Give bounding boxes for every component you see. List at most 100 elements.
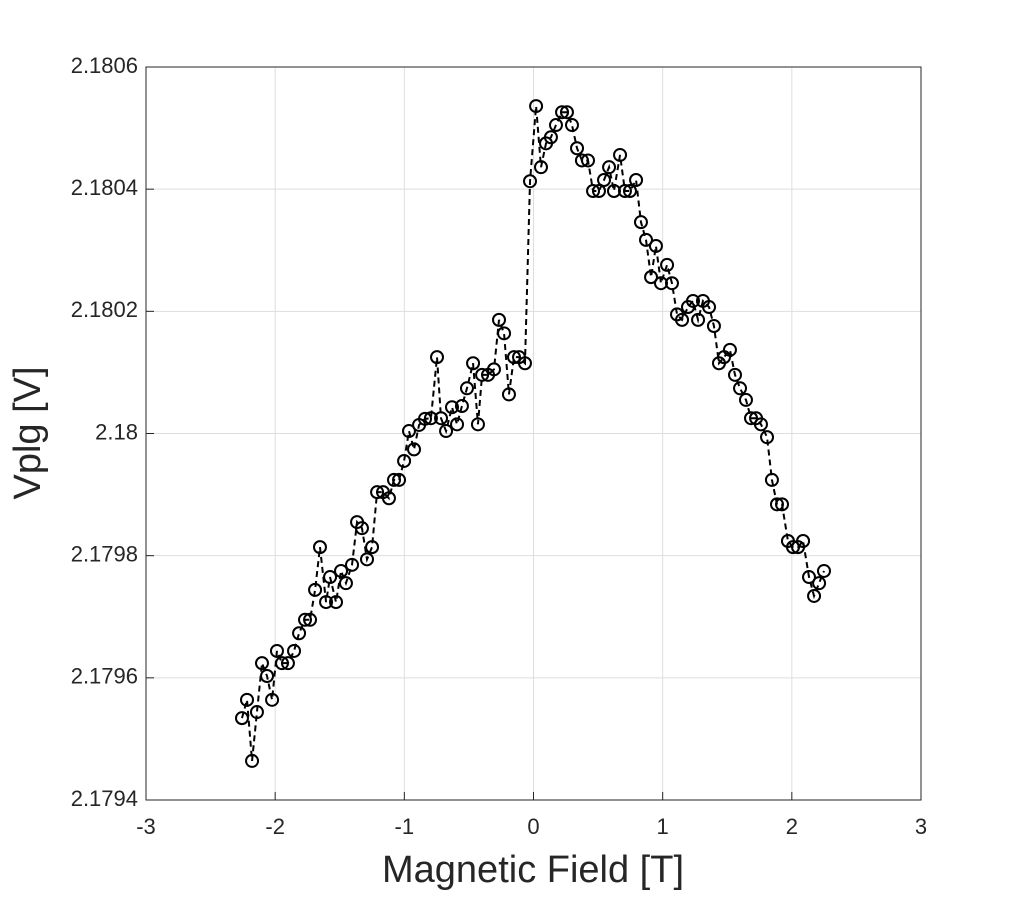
data-point [312, 540, 327, 555]
data-point [245, 753, 260, 768]
data-point [613, 147, 628, 162]
data-point [392, 472, 407, 487]
data-point [738, 392, 753, 407]
data-point [381, 491, 396, 506]
data-point [265, 692, 280, 707]
data-point [570, 141, 585, 156]
data-point [387, 472, 401, 487]
data-point [360, 552, 375, 567]
data-point [559, 105, 574, 120]
data-point [728, 367, 742, 382]
data-point [622, 183, 637, 198]
data-point [597, 173, 612, 188]
data-point [785, 540, 800, 555]
data-point [260, 669, 275, 684]
data-point [292, 626, 307, 641]
data-point [401, 424, 416, 439]
data-point [812, 576, 827, 591]
data-point [319, 595, 334, 610]
data-point [466, 356, 481, 371]
data-point [775, 497, 790, 512]
x-tick-label: 0 [527, 814, 539, 839]
data-point [280, 656, 295, 671]
data-line [241, 106, 825, 762]
data-point [450, 417, 465, 432]
data-point [454, 399, 469, 414]
data-point [686, 293, 701, 308]
data-point [586, 183, 601, 198]
data-point [548, 118, 563, 133]
data-point [323, 570, 338, 585]
data-point [660, 257, 675, 272]
data-point [308, 582, 323, 597]
data-point [254, 656, 269, 671]
data-point [733, 381, 748, 396]
data-point [523, 174, 538, 189]
data-point [807, 588, 822, 603]
data-point [334, 563, 349, 578]
x-tick-label: 2 [786, 814, 798, 839]
data-point [475, 367, 490, 382]
y-tick-label: 2.1794 [71, 786, 138, 811]
x-tick-label: -2 [265, 814, 285, 839]
data-point [423, 411, 438, 426]
data-point [633, 215, 648, 230]
data-point [434, 411, 449, 426]
data-point [269, 643, 284, 658]
data-point [303, 612, 318, 627]
data-point [501, 387, 516, 402]
data-point [397, 453, 412, 468]
data-point [581, 153, 596, 168]
data-point [529, 99, 544, 114]
data-point [722, 342, 737, 357]
data-point [459, 381, 474, 396]
data-point [796, 534, 811, 549]
data-point [617, 183, 632, 198]
y-tick-label: 2.1802 [71, 297, 138, 322]
data-point [275, 656, 290, 671]
data-point [533, 160, 548, 175]
y-tick-label: 2.1804 [71, 175, 138, 200]
data-point [691, 312, 706, 327]
x-axis-label: Magnetic Field [T] [382, 849, 684, 891]
data-point [706, 318, 721, 333]
data-point [497, 326, 512, 341]
data-point [629, 173, 644, 188]
data-point [370, 485, 385, 500]
data-point [802, 570, 817, 585]
data-point [354, 521, 369, 536]
data-point [439, 424, 454, 439]
data-point [816, 563, 831, 578]
data-point [430, 350, 445, 365]
y-axis-label: Vplg [V] [7, 366, 49, 499]
data-point [760, 430, 775, 445]
data-point [653, 276, 668, 291]
data-point [591, 183, 606, 198]
data-point [345, 557, 360, 572]
data-point [664, 276, 679, 291]
data-point [470, 417, 485, 432]
data-point [444, 400, 459, 415]
data-point [648, 238, 663, 253]
data-point [753, 417, 768, 432]
axes-box [145, 66, 922, 801]
data-point [418, 411, 432, 426]
data-point [744, 411, 759, 426]
data-point [407, 442, 422, 457]
data-point [606, 183, 621, 198]
data-point [675, 312, 690, 327]
x-tick-label: 1 [657, 814, 669, 839]
x-tick-label: 3 [915, 814, 927, 839]
data-point [329, 595, 344, 610]
y-tick-label: 2.1798 [71, 541, 138, 566]
data-point [365, 540, 380, 555]
data-point [338, 576, 353, 591]
data-point [249, 705, 264, 720]
x-tick-label: -1 [395, 814, 415, 839]
data-point [543, 130, 558, 145]
data-point [639, 232, 654, 247]
data-point [702, 300, 717, 315]
y-tick-label: 2.1806 [71, 53, 138, 78]
